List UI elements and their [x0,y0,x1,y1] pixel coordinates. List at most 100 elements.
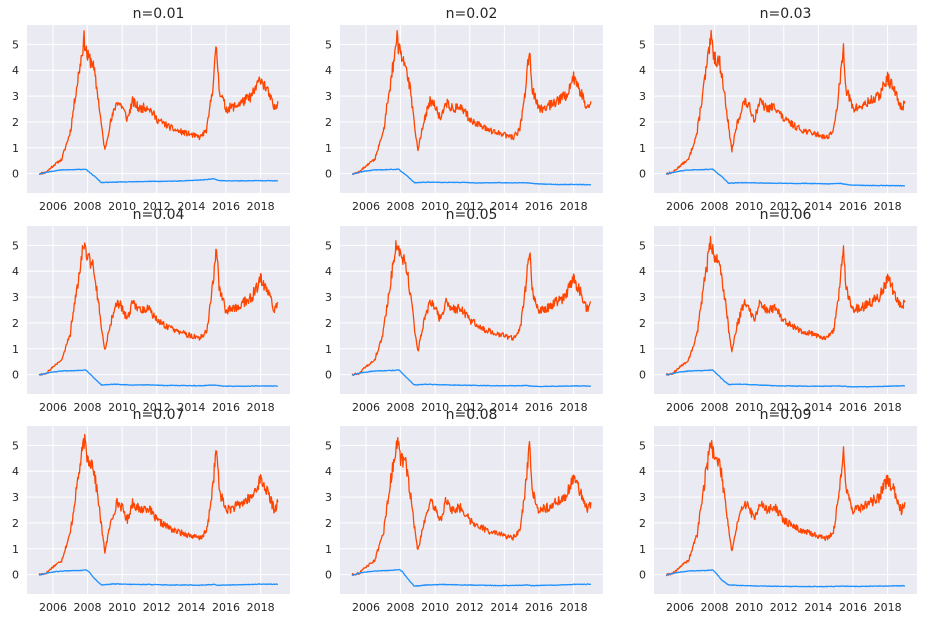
y-tick-label: 4 [325,265,332,278]
x-tick-label: 2006 [352,601,380,614]
y-tick-label: 3 [12,90,19,103]
x-tick-label: 2016 [525,601,553,614]
x-tick-label: 2012 [143,601,171,614]
x-tick-label: 2012 [143,200,171,213]
x-tick-label: 2006 [39,601,67,614]
y-tick-label: 5 [12,38,19,51]
series-line-orange [351,29,592,176]
x-tick-label: 2008 [387,401,415,414]
y-tick-label: 3 [12,291,19,304]
y-tick-label: 3 [325,491,332,504]
plot-area [654,226,917,394]
y-tick-label: 0 [639,569,646,582]
series-line-orange [351,240,592,376]
y-tick-label: 2 [12,317,19,330]
x-tick-label: 2008 [701,401,729,414]
x-tick-label: 2016 [212,401,240,414]
x-tick-label: 2014 [804,601,832,614]
series-line-blue [38,168,279,184]
subplot-title: n=0.04 [133,207,185,223]
x-tick-label: 2014 [177,200,205,213]
series-line-blue [665,369,906,388]
x-tick-label: 2012 [770,200,798,213]
x-tick-label: 2018 [247,401,275,414]
y-tick-label: 0 [639,369,646,382]
subplot-6: 0 1 2 3 4 5 2006 2008 2010 2012 2014 2016 2018 n=0.06 [639,207,917,414]
x-tick-label: 2006 [666,401,694,414]
y-tick-label: 3 [639,90,646,103]
x-tick-label: 2008 [701,200,729,213]
subplot-5: 0 1 2 3 4 5 2006 2008 2010 2012 2014 2016 2018 n=0.05 [325,207,603,414]
x-tick-label: 2016 [839,401,867,414]
y-tick-label: 5 [325,439,332,452]
x-tick-label: 2006 [352,401,380,414]
x-tick-label: 2016 [525,200,553,213]
y-tick-label: 1 [12,343,19,356]
x-tick-label: 2012 [456,401,484,414]
x-tick-label: 2016 [839,200,867,213]
y-tick-label: 0 [639,168,646,181]
y-tick-label: 4 [325,64,332,77]
y-tick-label: 2 [12,517,19,530]
plot-area [340,426,603,594]
x-tick-label: 2012 [770,601,798,614]
x-tick-label: 2006 [39,200,67,213]
x-tick-label: 2018 [560,200,588,213]
x-tick-label: 2018 [874,601,902,614]
series-line-blue [38,569,279,587]
y-tick-label: 5 [325,239,332,252]
y-tick-label: 1 [639,142,646,155]
plot-area [340,226,603,394]
y-tick-label: 1 [639,543,646,556]
x-tick-label: 2006 [666,601,694,614]
x-tick-label: 2010 [421,601,449,614]
y-tick-label: 4 [639,465,646,478]
series-line-blue [351,369,592,388]
y-tick-label: 5 [12,439,19,452]
y-tick-label: 0 [12,569,19,582]
series-line-orange [38,242,279,376]
series-line-orange [38,30,279,175]
x-tick-label: 2018 [560,401,588,414]
plot-area [27,25,290,193]
y-tick-label: 3 [639,491,646,504]
subplot-7: 0 1 2 3 4 5 2006 2008 2010 2012 2014 2016 2018 n=0.07 [12,407,290,614]
y-tick-label: 0 [12,369,19,382]
x-tick-label: 2018 [874,401,902,414]
y-tick-label: 0 [325,369,332,382]
subplot-2: 0 1 2 3 4 5 2006 2008 2010 2012 2014 2016 2018 n=0.02 [325,6,603,213]
y-tick-label: 2 [639,517,646,530]
x-tick-label: 2012 [456,601,484,614]
plot-area [654,25,917,193]
x-tick-label: 2016 [212,200,240,213]
subplot-4: 0 1 2 3 4 5 2006 2008 2010 2012 2014 2016 2018 n=0.04 [12,207,290,414]
x-tick-label: 2010 [108,601,136,614]
x-tick-label: 2008 [387,200,415,213]
series-line-blue [665,168,905,187]
y-tick-label: 1 [325,142,332,155]
subplot-title: n=0.09 [760,407,812,423]
subplot-title: n=0.01 [133,6,185,22]
y-tick-label: 3 [325,291,332,304]
y-tick-label: 1 [325,343,332,356]
y-tick-label: 3 [12,491,19,504]
series-line-orange [351,436,592,576]
y-tick-label: 5 [639,239,646,252]
x-tick-label: 2010 [735,601,763,614]
y-tick-label: 5 [639,439,646,452]
x-tick-label: 2010 [108,401,136,414]
x-tick-label: 2006 [39,401,67,414]
subplot-title: n=0.05 [446,207,498,223]
subplot-title: n=0.08 [446,407,498,423]
y-tick-label: 2 [325,317,332,330]
y-tick-label: 3 [639,291,646,304]
subplot-title: n=0.06 [760,207,812,223]
series-line-orange [665,29,906,175]
y-tick-label: 2 [639,317,646,330]
subplot-9: 0 1 2 3 4 5 2006 2008 2010 2012 2014 2016 2018 n=0.09 [639,407,917,614]
x-tick-label: 2008 [74,401,102,414]
y-tick-label: 0 [325,168,332,181]
x-tick-label: 2006 [352,200,380,213]
x-tick-label: 2006 [666,200,694,213]
